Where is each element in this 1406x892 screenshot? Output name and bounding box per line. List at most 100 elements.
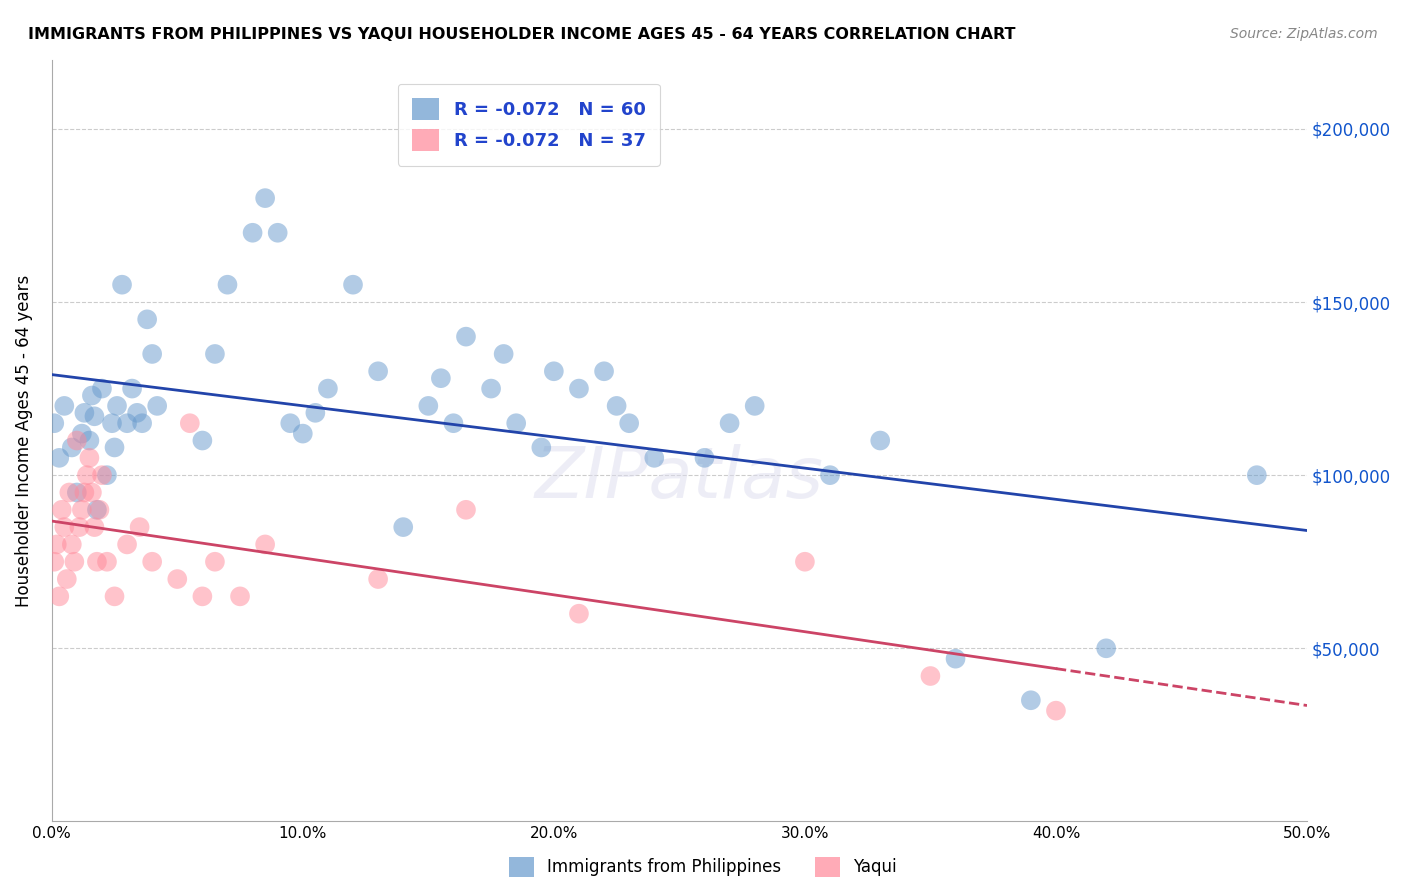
Point <box>91 468 114 483</box>
Point <box>115 416 138 430</box>
Point <box>1019 693 1042 707</box>
Point <box>492 347 515 361</box>
Point <box>67 520 90 534</box>
Point <box>204 555 226 569</box>
Point <box>89 503 111 517</box>
Point <box>316 382 339 396</box>
Point <box>146 399 169 413</box>
Point <box>63 555 86 569</box>
Point <box>103 590 125 604</box>
Point <box>66 434 89 448</box>
Point <box>217 277 239 292</box>
Point <box>128 520 150 534</box>
Point <box>51 503 73 517</box>
Point <box>86 503 108 517</box>
Point <box>103 441 125 455</box>
Point <box>254 537 277 551</box>
Text: ZIPatlas: ZIPatlas <box>534 444 824 513</box>
Point <box>48 590 70 604</box>
Point <box>367 364 389 378</box>
Point <box>53 520 76 534</box>
Point <box>131 416 153 430</box>
Point <box>73 406 96 420</box>
Point <box>53 399 76 413</box>
Point <box>44 555 66 569</box>
Point <box>60 537 83 551</box>
Point <box>105 399 128 413</box>
Point <box>818 468 841 483</box>
Text: IMMIGRANTS FROM PHILIPPINES VS YAQUI HOUSEHOLDER INCOME AGES 45 - 64 YEARS CORRE: IMMIGRANTS FROM PHILIPPINES VS YAQUI HOU… <box>28 27 1015 42</box>
Point <box>136 312 159 326</box>
Point <box>304 406 326 420</box>
Point <box>945 651 967 665</box>
Point <box>454 329 477 343</box>
Point <box>127 406 149 420</box>
Point <box>58 485 80 500</box>
Point <box>166 572 188 586</box>
Point <box>505 416 527 430</box>
Point <box>568 607 591 621</box>
Point <box>643 450 665 465</box>
Point <box>44 416 66 430</box>
Point <box>479 382 502 396</box>
Point <box>79 450 101 465</box>
Point <box>291 426 314 441</box>
Point <box>1045 704 1067 718</box>
Point <box>278 416 301 430</box>
Point <box>568 382 591 396</box>
Point <box>83 409 105 424</box>
Point <box>367 572 389 586</box>
Point <box>342 277 364 292</box>
Point <box>86 555 108 569</box>
Point <box>718 416 741 430</box>
Point <box>73 485 96 500</box>
Point <box>80 485 103 500</box>
Y-axis label: Householder Income Ages 45 - 64 years: Householder Income Ages 45 - 64 years <box>15 275 32 607</box>
Point <box>392 520 415 534</box>
Point <box>66 485 89 500</box>
Point <box>141 555 163 569</box>
Point <box>101 416 124 430</box>
Point <box>45 537 67 551</box>
Point <box>96 468 118 483</box>
Point <box>617 416 640 430</box>
Point <box>1246 468 1268 483</box>
Point <box>454 503 477 517</box>
Point <box>91 382 114 396</box>
Point <box>48 450 70 465</box>
Point <box>229 590 252 604</box>
Point <box>70 503 93 517</box>
Text: Source: ZipAtlas.com: Source: ZipAtlas.com <box>1230 27 1378 41</box>
Point <box>267 226 290 240</box>
Legend: Immigrants from Philippines, Yaqui: Immigrants from Philippines, Yaqui <box>502 850 904 884</box>
Point <box>141 347 163 361</box>
Point <box>111 277 134 292</box>
Point <box>1095 641 1118 656</box>
Point <box>530 441 553 455</box>
Point <box>70 426 93 441</box>
Point <box>191 434 214 448</box>
Point <box>80 388 103 402</box>
Point <box>191 590 214 604</box>
Point <box>79 434 101 448</box>
Point <box>204 347 226 361</box>
Point <box>744 399 766 413</box>
Point <box>242 226 264 240</box>
Point <box>254 191 277 205</box>
Point <box>83 520 105 534</box>
Point <box>56 572 79 586</box>
Point <box>115 537 138 551</box>
Point <box>60 441 83 455</box>
Point <box>869 434 891 448</box>
Point <box>793 555 815 569</box>
Point <box>920 669 942 683</box>
Point <box>76 468 98 483</box>
Point <box>593 364 616 378</box>
Point <box>606 399 628 413</box>
Point <box>693 450 716 465</box>
Point <box>121 382 143 396</box>
Point <box>543 364 565 378</box>
Point <box>179 416 201 430</box>
Legend: R = -0.072   N = 60, R = -0.072   N = 37: R = -0.072 N = 60, R = -0.072 N = 37 <box>398 84 659 166</box>
Point <box>441 416 464 430</box>
